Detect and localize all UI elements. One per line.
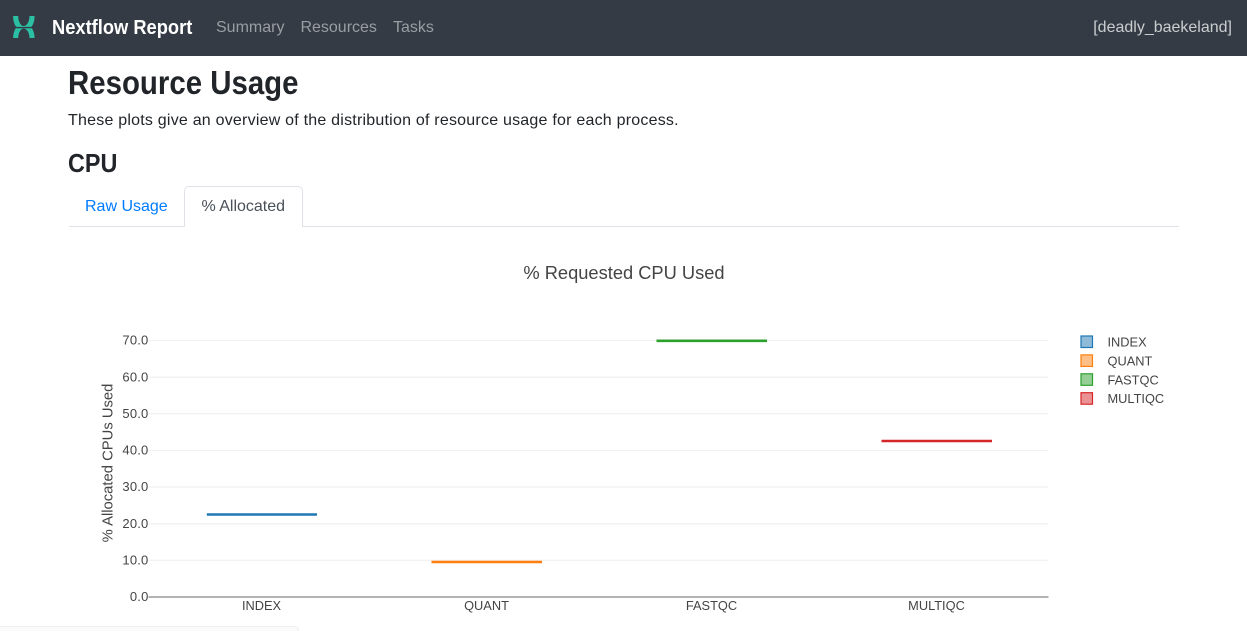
svg-text:70.0: 70.0 (122, 333, 148, 348)
svg-text:0.0: 0.0 (130, 589, 149, 604)
svg-text:40.0: 40.0 (122, 443, 148, 458)
svg-text:10.0: 10.0 (122, 553, 148, 568)
svg-text:FASTQC: FASTQC (1108, 372, 1159, 387)
svg-text:INDEX: INDEX (242, 598, 282, 613)
svg-text:% Requested CPU Used: % Requested CPU Used (523, 262, 724, 283)
svg-text:FASTQC: FASTQC (686, 598, 737, 613)
svg-text:QUANT: QUANT (464, 598, 509, 613)
svg-text:20.0: 20.0 (122, 516, 148, 531)
svg-text:INDEX: INDEX (1108, 335, 1148, 350)
svg-text:QUANT: QUANT (1108, 353, 1153, 368)
svg-text:MULTIQC: MULTIQC (908, 598, 965, 613)
svg-text:30.0: 30.0 (122, 479, 148, 494)
svg-text:60.0: 60.0 (122, 369, 148, 384)
svg-text:% Allocated CPUs Used: % Allocated CPUs Used (101, 384, 117, 543)
svg-text:50.0: 50.0 (122, 406, 148, 421)
svg-text:MULTIQC: MULTIQC (1108, 391, 1165, 406)
